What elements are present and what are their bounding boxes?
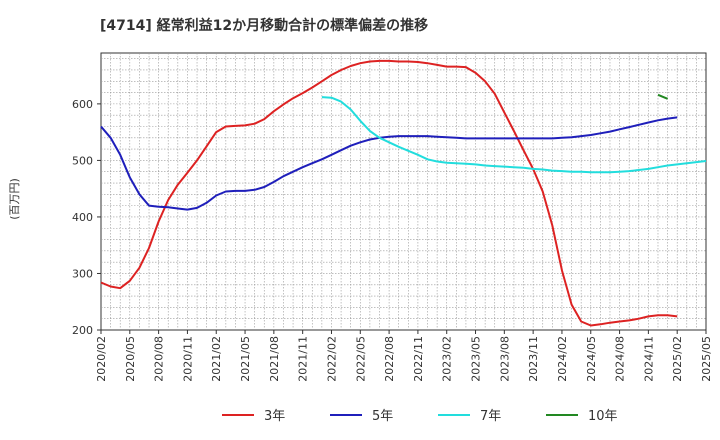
x-tick-label: 2024/11 (642, 336, 655, 382)
x-tick-label: 2025/05 (700, 336, 713, 382)
x-tick-label: 2022/11 (412, 336, 425, 382)
y-tick-label: 500 (72, 154, 93, 167)
y-tick-label: 400 (72, 211, 93, 224)
x-tick-label: 2020/02 (95, 336, 108, 382)
y-tick-label: 300 (72, 267, 93, 280)
x-tick-label: 2022/05 (354, 336, 367, 382)
legend-label-3: 7年 (480, 409, 501, 424)
grid (101, 53, 706, 330)
y-axis-ticks: 200 300 400 500 600 (72, 98, 101, 337)
series-line-2 (100, 116, 678, 211)
series-line-4 (657, 93, 668, 100)
x-tick-label: 2023/02 (441, 336, 454, 382)
x-tick-label: 2023/08 (498, 336, 511, 382)
x-tick-label: 2021/02 (210, 336, 223, 382)
x-tick-label: 2025/02 (671, 336, 684, 382)
x-tick-label: 2024/02 (556, 336, 569, 382)
x-tick-label: 2023/05 (470, 336, 483, 382)
x-tick-label: 2024/08 (614, 336, 627, 382)
plot-area (100, 52, 707, 331)
legend: 3年 5年 7年 10年 (222, 409, 618, 424)
legend-label-2: 5年 (372, 409, 393, 424)
series-line-3 (321, 96, 707, 174)
y-tick-label: 600 (72, 98, 93, 111)
legend-label-1: 3年 (264, 409, 285, 424)
series-line-1 (100, 59, 678, 327)
x-tick-label: 2024/05 (585, 336, 598, 382)
chart-title: [4714] 経常利益12か月移動合計の標準偏差の推移 (100, 17, 428, 34)
x-tick-label: 2023/11 (527, 336, 540, 382)
x-tick-label: 2020/08 (153, 336, 166, 382)
x-axis-ticks: 2020/02 2020/05 2020/08 2020/11 2021/02 2021/… (95, 330, 713, 382)
x-tick-label: 2020/05 (124, 336, 137, 382)
legend-label-4: 10年 (588, 409, 618, 424)
x-tick-label: 2022/08 (383, 336, 396, 382)
x-tick-label: 2021/05 (239, 336, 252, 382)
series-group (100, 59, 707, 327)
x-tick-label: 2020/11 (181, 336, 194, 382)
y-tick-label: 200 (72, 324, 93, 337)
x-tick-label: 2021/11 (297, 336, 310, 382)
y-axis-label: (百万円) (8, 178, 21, 220)
x-tick-label: 2021/08 (268, 336, 281, 382)
x-tick-label: 2022/02 (325, 336, 338, 382)
